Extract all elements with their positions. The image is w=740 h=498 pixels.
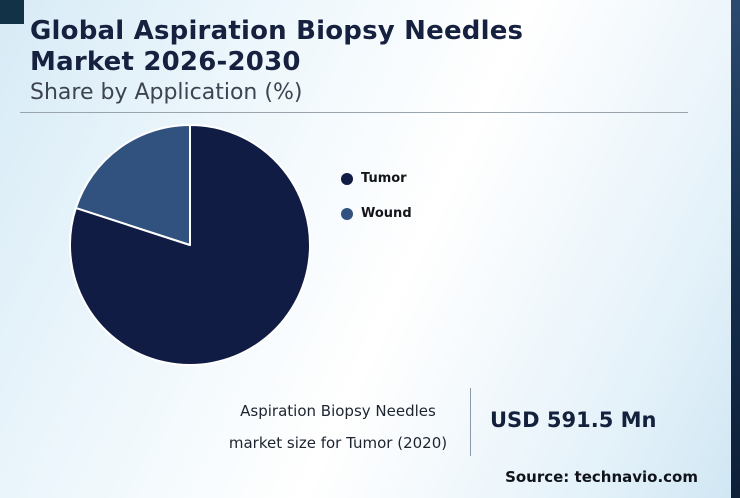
legend-item-wound: Wound [341,206,412,221]
pie-chart-container [66,121,314,369]
legend-label-tumor: Tumor [361,171,407,186]
page-title-line2: Market 2026-2030 [30,46,301,77]
market-size-note-line2: market size for Tumor (2020) [228,433,448,452]
market-size-note-line1: Aspiration Biopsy Needles [240,402,436,420]
corner-accent-square [0,0,24,24]
legend-swatch-tumor [341,172,353,185]
pie-chart [69,124,311,366]
market-size-note: Aspiration Biopsy Needles market size fo… [212,396,464,459]
legend-swatch-wound [341,207,353,220]
right-edge-accent-bar [731,0,740,498]
chart-legend: Tumor Wound [341,171,412,221]
footer-vertical-divider [470,388,471,456]
legend-item-tumor: Tumor [341,171,412,186]
legend-label-wound: Wound [361,206,412,221]
page-title-line1: Global Aspiration Biopsy Needles [30,16,524,46]
page-subtitle: Share by Application (%) [30,80,303,105]
pie-slice-wound [74,124,191,246]
source-attribution: Source: technavio.com [505,468,698,486]
market-size-value: USD 591.5 Mn [490,408,657,432]
header-divider-line [20,112,688,113]
page-title: Global Aspiration Biopsy Needles Market … [30,16,630,77]
